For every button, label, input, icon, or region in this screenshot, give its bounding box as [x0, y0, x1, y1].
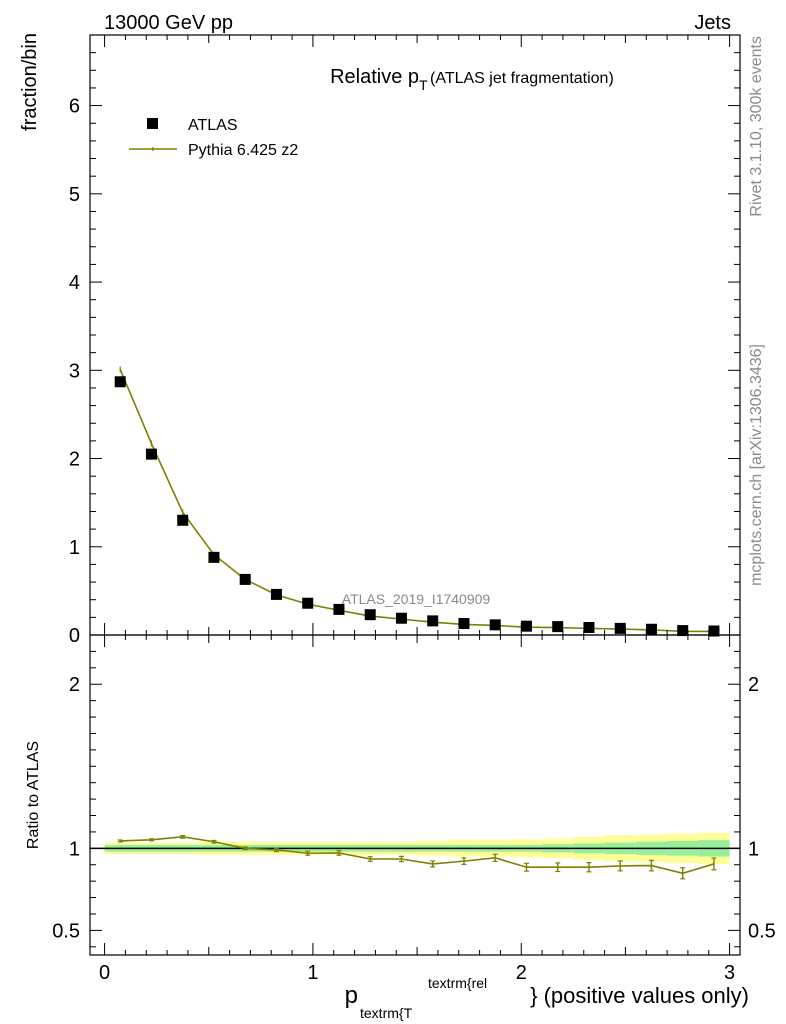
analysis-watermark: ATLAS_2019_I1740909: [342, 591, 491, 607]
main-y-tick-label: 0: [69, 625, 80, 647]
main-title-subscript: T: [419, 77, 428, 93]
ratio-x-tick-label: 1: [307, 962, 318, 984]
ratio-panel: Ratio to ATLAS 0.5 0.5 1 1 2 2 0 1 2 3 p textrm{…: [25, 634, 776, 1021]
main-y-tick-label: 3: [69, 360, 80, 382]
side-label-bottom: mcplots.cern.ch [arXiv:1306.3436]: [748, 344, 765, 586]
atlas-point: [583, 622, 595, 633]
header-left: 13000 GeV pp: [104, 12, 233, 34]
x-axis-label-superscript: textrm{rel: [428, 975, 487, 991]
atlas-point: [395, 612, 407, 624]
main-y-tick-label: 1: [69, 537, 80, 559]
atlas-point: [489, 619, 501, 631]
atlas-point: [645, 623, 657, 635]
atlas-point: [239, 573, 251, 585]
atlas-point: [208, 551, 220, 563]
main-y-ticks: 0 1 2 3 4 5 6: [69, 34, 740, 647]
main-title: Relative p: [330, 66, 419, 88]
atlas-point: [614, 622, 626, 634]
atlas-point: [302, 597, 314, 609]
atlas-point: [364, 609, 376, 621]
x-axis-label-main: p: [345, 982, 358, 1009]
atlas-point: [145, 448, 157, 460]
ratio-y-axis-label: Ratio to ATLAS: [25, 741, 42, 849]
ratio-y-tick-label: 2: [69, 674, 80, 696]
ratio-y-tick-label: 0.5: [52, 920, 80, 942]
ratio-y-ticks: 0.5 0.5 1 1 2 2: [52, 650, 776, 948]
ratio-y-tick-label: 1: [69, 838, 80, 860]
ratio-series-layer: [117, 834, 717, 880]
atlas-point: [177, 514, 189, 526]
ratio-x-tick-label: 3: [724, 962, 735, 984]
ratio-pythia-curve: [120, 836, 715, 875]
ratio-x-ticks: 0 1 2 3: [99, 635, 735, 984]
atlas-point: [427, 615, 439, 627]
ratio-x-tick-label: 0: [99, 962, 110, 984]
ratio-x-tick-label: 2: [516, 962, 527, 984]
atlas-point: [677, 625, 689, 637]
atlas-point: [458, 618, 470, 630]
atlas-point: [708, 625, 720, 637]
x-axis-label-subscript: textrm{T: [360, 1005, 413, 1021]
ratio-frame: [89, 634, 741, 956]
legend-atlas-marker: [147, 118, 158, 129]
ratio-y-tick-label-right: 1: [748, 838, 759, 860]
atlas-point: [552, 621, 564, 633]
x-axis-label-rest: } (positive values only): [530, 983, 749, 1008]
main-title-rest: (ATLAS jet fragmentation): [430, 70, 614, 87]
main-x-ticks: [104, 35, 731, 635]
atlas-point: [520, 620, 532, 632]
legend: ATLAS Pythia 6.425 z2: [129, 117, 298, 159]
legend-pythia-label: Pythia 6.425 z2: [188, 142, 298, 159]
atlas-point: [333, 603, 345, 615]
main-y-axis-label: fraction/bin: [19, 33, 41, 131]
side-label-top: Rivet 3.1.10, 300k events: [748, 36, 765, 217]
header-right: Jets: [694, 12, 731, 34]
main-data-layer: [114, 366, 720, 637]
ratio-y-tick-label-right: 0.5: [748, 920, 776, 942]
main-y-tick-label: 4: [69, 272, 80, 294]
main-y-tick-label: 5: [69, 184, 80, 206]
legend-atlas-label: ATLAS: [188, 117, 238, 134]
atlas-point: [270, 588, 282, 600]
ratio-y-tick-label-right: 2: [748, 674, 759, 696]
atlas-point: [114, 376, 126, 388]
main-y-tick-label: 2: [69, 449, 80, 471]
main-y-tick-label: 6: [69, 96, 80, 118]
main-panel: Relative p T (ATLAS jet fragmentation) f…: [19, 33, 741, 647]
